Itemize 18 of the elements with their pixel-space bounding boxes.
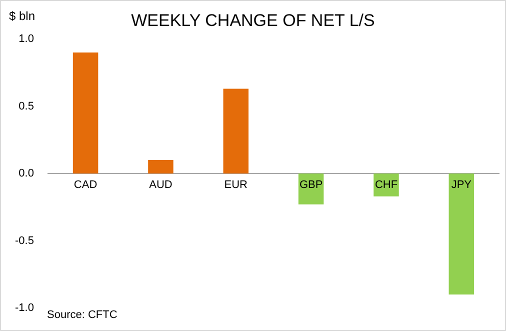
y-tick-label: 0.5 — [18, 100, 34, 112]
source-note: Source: CFTC — [47, 309, 118, 321]
x-tick-label: JPY — [451, 179, 472, 192]
chart-title: WEEKLY CHANGE OF NET L/S — [131, 11, 375, 30]
bar — [72, 52, 98, 174]
x-tick-label: GBP — [299, 179, 323, 192]
y-tick-label: -1.0 — [14, 302, 34, 314]
y-tick-label: 1.0 — [18, 33, 34, 46]
y-tick-label: 0.0 — [18, 168, 34, 180]
x-tick-label: CHF — [374, 179, 398, 192]
x-tick-label: AUD — [149, 179, 172, 192]
y-axis-title: $ bln — [9, 9, 36, 23]
x-tick-label: CAD — [74, 179, 98, 192]
x-tick-label: EUR — [224, 179, 248, 192]
y-tick-label: -0.5 — [14, 234, 34, 247]
bar — [223, 88, 249, 174]
bar — [448, 174, 474, 295]
bar — [148, 160, 174, 174]
